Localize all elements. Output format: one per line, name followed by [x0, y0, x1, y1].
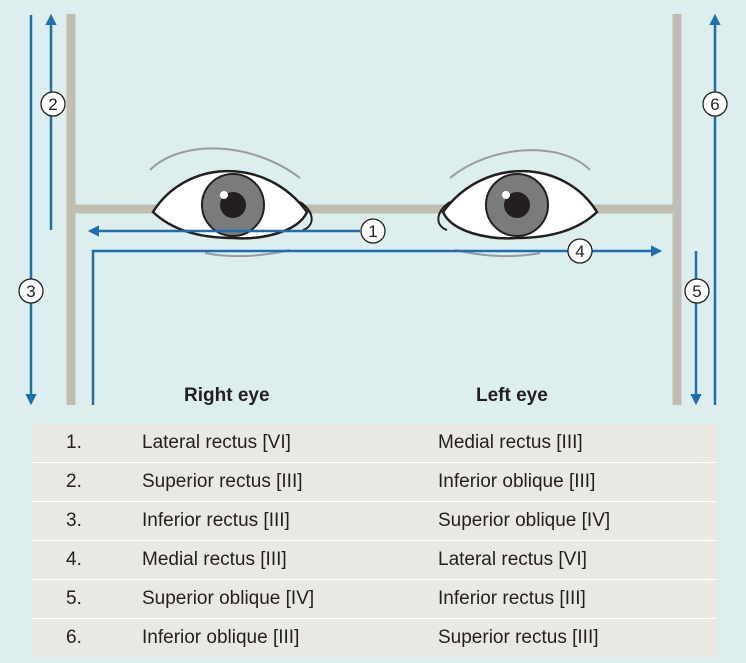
- left-eye-muscle: Inferior oblique [III]: [438, 471, 596, 492]
- table-row: 4. Medial rectus [III] Lateral rectus [V…: [32, 541, 717, 580]
- marker-3: 3: [18, 278, 44, 304]
- right-eye-label: Right eye: [184, 385, 270, 406]
- row-number: 5.: [66, 588, 82, 609]
- row-number: 4.: [66, 549, 82, 570]
- left-eye-icon: [437, 149, 599, 258]
- right-eye-muscle: Inferior rectus [III]: [142, 510, 290, 531]
- marker-4: 4: [567, 238, 593, 264]
- right-eye-muscle: Lateral rectus [VI]: [142, 432, 291, 453]
- eye-movement-diagram: 1 2 3 4 5 6: [18, 13, 728, 406]
- svg-text:2: 2: [48, 95, 57, 114]
- svg-text:4: 4: [575, 242, 584, 261]
- left-eye-muscle: Superior oblique [IV]: [438, 510, 611, 531]
- right-eye-muscle: Inferior oblique [III]: [142, 627, 300, 648]
- right-eye-icon: [149, 147, 313, 258]
- arrow-4: [91, 245, 663, 405]
- table-row: 1. Lateral rectus [VI] Medial rectus [II…: [32, 424, 717, 463]
- row-number: 3.: [66, 510, 82, 531]
- row-number: 1.: [66, 432, 82, 453]
- table-row: 3. Inferior rectus [III] Superior obliqu…: [32, 502, 717, 541]
- marker-5: 5: [684, 278, 710, 304]
- row-number: 6.: [66, 627, 82, 648]
- right-eye-muscle: Medial rectus [III]: [142, 549, 287, 570]
- left-eye-muscle: Lateral rectus [VI]: [438, 549, 587, 570]
- svg-text:1: 1: [368, 222, 377, 241]
- right-eye-muscle: Superior rectus [III]: [142, 471, 303, 492]
- left-eye-label: Left eye: [476, 385, 548, 406]
- left-eye-muscle: Superior rectus [III]: [438, 627, 599, 648]
- svg-text:5: 5: [692, 282, 701, 301]
- svg-text:6: 6: [710, 95, 719, 114]
- right-eye-muscle: Superior oblique [IV]: [142, 588, 315, 609]
- left-eye-muscle: Medial rectus [III]: [438, 432, 583, 453]
- table-row: 2. Superior rectus [III] Inferior obliqu…: [32, 463, 717, 502]
- svg-text:3: 3: [26, 282, 35, 301]
- marker-1: 1: [360, 218, 386, 244]
- marker-6: 6: [702, 91, 728, 117]
- marker-2: 2: [40, 91, 66, 117]
- table-row: 6. Inferior oblique [III] Superior rectu…: [32, 619, 717, 657]
- row-number: 2.: [66, 471, 82, 492]
- muscle-table: 1. Lateral rectus [VI] Medial rectus [II…: [32, 424, 717, 657]
- table-row: 5. Superior oblique [IV] Inferior rectus…: [32, 580, 717, 619]
- left-eye-muscle: Inferior rectus [III]: [438, 588, 586, 609]
